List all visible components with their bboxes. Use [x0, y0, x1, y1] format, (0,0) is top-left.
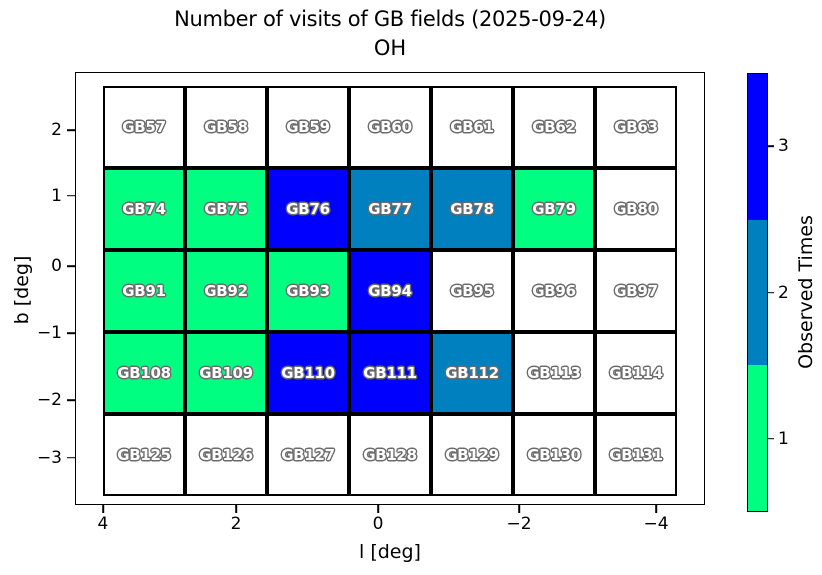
field-cell-GB92: GB92 [185, 250, 267, 332]
field-cell-GB58: GB58 [185, 86, 267, 168]
x-tick-label: 0 [372, 514, 384, 534]
colorbar-tick-mark [768, 291, 774, 294]
x-tick-mark [377, 505, 379, 513]
colorbar-segment-1 [748, 365, 767, 512]
colorbar-ticks: 3 2 1 [768, 73, 808, 512]
colorbar-tick-label: 1 [778, 428, 789, 449]
field-cell-GB109: GB109 [185, 332, 267, 414]
colorbar-label: Observed Times [795, 215, 817, 369]
field-cell-GB75: GB75 [185, 168, 267, 250]
colorbar-segment-3 [748, 74, 767, 220]
chart-subtitle: OH [373, 36, 407, 60]
y-tick-mark [67, 265, 75, 267]
field-cell-GB111: GB111 [349, 332, 431, 414]
colorbar [747, 73, 768, 512]
x-tick-mark [102, 505, 104, 513]
field-cell-GB60: GB60 [349, 86, 431, 168]
field-cell-GB127: GB127 [267, 414, 349, 496]
field-cell-GB78: GB78 [431, 168, 513, 250]
colorbar-tick-mark [768, 145, 774, 147]
field-cell-GB113: GB113 [513, 332, 595, 414]
field-cell-GB62: GB62 [513, 86, 595, 168]
x-axis-label: l [deg] [359, 541, 421, 563]
field-cell-GB94: GB94 [349, 250, 431, 332]
y-tick-label: −1 [36, 323, 62, 344]
x-tick-mark [235, 505, 237, 513]
field-cell-GB63: GB63 [595, 86, 677, 168]
x-tick-mark [518, 505, 520, 513]
chart-title: Number of visits of GB fields (2025-09-2… [174, 7, 606, 31]
x-tick-label: 4 [97, 514, 109, 534]
field-cell-GB112: GB112 [431, 332, 513, 414]
x-tick-mark [655, 505, 657, 513]
y-axis-ticks: 2 1 0 −1 −2 −3 [0, 72, 75, 505]
field-cell-GB125: GB125 [103, 414, 185, 496]
field-cell-GB108: GB108 [103, 332, 185, 414]
field-cell-GB129: GB129 [431, 414, 513, 496]
field-cell-GB74: GB74 [103, 168, 185, 250]
field-cell-GB91: GB91 [103, 250, 185, 332]
y-tick-label: −3 [36, 447, 62, 468]
y-tick-mark [67, 457, 75, 459]
y-tick-label: 1 [51, 185, 62, 206]
field-grid: GB57 GB58 GB59 GB60 GB61 GB62 GB63 GB74 GB75 GB76… [103, 86, 677, 496]
x-tick-label: −4 [643, 514, 669, 534]
x-tick-label: 2 [230, 514, 242, 534]
field-cell-GB95: GB95 [431, 250, 513, 332]
y-tick-mark [67, 332, 75, 334]
y-tick-mark [67, 129, 75, 131]
x-tick-label: −2 [506, 514, 532, 534]
field-cell-GB96: GB96 [513, 250, 595, 332]
y-tick-label: 2 [51, 120, 62, 141]
field-cell-GB59: GB59 [267, 86, 349, 168]
field-cell-GB110: GB110 [267, 332, 349, 414]
field-cell-GB80: GB80 [595, 168, 677, 250]
field-cell-GB79: GB79 [513, 168, 595, 250]
field-cell-GB131: GB131 [595, 414, 677, 496]
field-cell-GB61: GB61 [431, 86, 513, 168]
y-tick-label: 0 [51, 255, 62, 276]
colorbar-segment-2 [748, 219, 767, 366]
field-cell-GB77: GB77 [349, 168, 431, 250]
field-cell-GB93: GB93 [267, 250, 349, 332]
x-axis-ticks: 4 2 0 −2 −4 [75, 505, 705, 545]
field-cell-GB128: GB128 [349, 414, 431, 496]
field-cell-GB114: GB114 [595, 332, 677, 414]
y-tick-mark [67, 399, 75, 401]
y-axis-label: b [deg] [11, 255, 33, 325]
colorbar-tick-label: 3 [778, 136, 789, 157]
field-cell-GB76: GB76 [267, 168, 349, 250]
field-cell-GB130: GB130 [513, 414, 595, 496]
colorbar-tick-label: 2 [778, 282, 789, 303]
field-cell-GB57: GB57 [103, 86, 185, 168]
field-cell-GB126: GB126 [185, 414, 267, 496]
plot-area: GB57 GB58 GB59 GB60 GB61 GB62 GB63 GB74 GB75 GB76… [75, 72, 705, 505]
field-cell-GB97: GB97 [595, 250, 677, 332]
colorbar-tick-mark [768, 438, 774, 440]
y-tick-label: −2 [36, 390, 62, 411]
y-tick-mark [67, 195, 75, 197]
